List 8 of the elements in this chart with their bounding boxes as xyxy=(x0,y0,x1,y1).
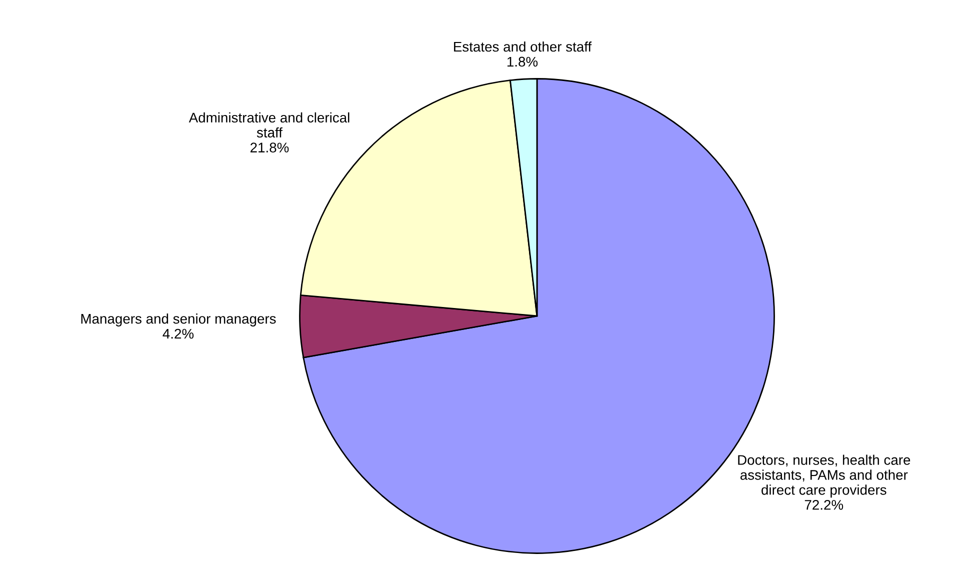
slice-label: Managers and senior managers xyxy=(81,314,276,326)
data-label: 21.8% xyxy=(250,142,289,152)
data-label: 4.2% xyxy=(162,328,194,339)
slice-label: Administrative and clerical staff xyxy=(188,112,350,138)
slice-label: Doctors, nurses, health care assistants, PAMs and other direct care providers xyxy=(738,454,910,498)
data-label: 72.2% xyxy=(804,500,844,510)
slice-label: Estates and other staff xyxy=(454,41,592,52)
data-label: 1.8% xyxy=(507,56,538,67)
